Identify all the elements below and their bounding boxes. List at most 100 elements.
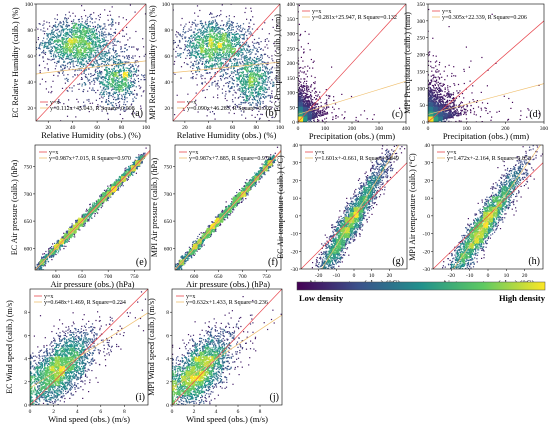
- scatter-point: [239, 67, 241, 69]
- scatter-point: [109, 74, 111, 76]
- scatter-point: [41, 44, 43, 46]
- scatter-point: [76, 34, 78, 36]
- scatter-point: [59, 48, 61, 50]
- scatter-point: [195, 63, 197, 65]
- scatter-point: [120, 98, 122, 100]
- scatter-point: [192, 76, 194, 78]
- scatter-point: [75, 49, 77, 51]
- scatter-point: [253, 63, 255, 65]
- scatter-point: [238, 26, 240, 28]
- scatter-point: [193, 33, 195, 35]
- scatter-point: [94, 37, 96, 39]
- scatter-point: [235, 36, 237, 38]
- scatter-point: [183, 109, 185, 111]
- scatter-point: [136, 93, 138, 95]
- scatter-point: [261, 28, 263, 30]
- scatter-point: [64, 48, 66, 50]
- scatter-point: [88, 25, 90, 27]
- scatter-point: [95, 44, 97, 46]
- scatter-point: [236, 33, 238, 35]
- scatter-point: [71, 45, 73, 47]
- scatter-point: [239, 45, 241, 47]
- scatter-point: [206, 29, 208, 31]
- scatter-point: [246, 70, 248, 72]
- scatter-point: [83, 56, 85, 58]
- scatter-point: [207, 23, 210, 25]
- scatter-point: [94, 70, 96, 72]
- scatter-point: [252, 86, 254, 88]
- scatter-point: [113, 91, 115, 93]
- scatter-point: [210, 77, 212, 79]
- scatter-point: [66, 115, 69, 117]
- scatter-point: [216, 34, 218, 36]
- scatter-point: [254, 74, 256, 76]
- scatter-point: [217, 26, 219, 29]
- scatter-point: [101, 60, 103, 62]
- scatter-point: [210, 41, 213, 43]
- scatter-point: [97, 52, 100, 54]
- scatter-point: [211, 26, 213, 28]
- scatter-point: [231, 21, 233, 23]
- scatter-point: [54, 18, 56, 20]
- scatter-point: [194, 38, 196, 40]
- scatter-point: [217, 58, 219, 60]
- scatter-point: [69, 66, 71, 68]
- scatter-point: [38, 45, 41, 47]
- scatter-point: [99, 32, 101, 34]
- scatter-point: [101, 53, 103, 55]
- scatter-point: [212, 42, 214, 44]
- scatter-point: [221, 28, 223, 30]
- scatter-point: [220, 61, 222, 63]
- scatter-point: [231, 40, 234, 42]
- scatter-point: [238, 69, 240, 71]
- scatter-point: [252, 95, 254, 97]
- scatter-point: [219, 40, 221, 42]
- scatter-point: [216, 83, 218, 85]
- scatter-point: [204, 56, 206, 59]
- scatter-point: [248, 22, 250, 24]
- scatter-point: [180, 35, 182, 37]
- scatter-point: [127, 87, 129, 89]
- scatter-point: [89, 48, 92, 50]
- scatter-point: [38, 65, 40, 67]
- scatter-point: [246, 71, 249, 73]
- scatter-point: [89, 32, 91, 34]
- scatter-point: [83, 39, 85, 41]
- scatter-point: [44, 30, 46, 32]
- scatter-point: [200, 74, 202, 76]
- scatter-point: [248, 70, 250, 72]
- scatter-point: [132, 55, 134, 57]
- scatter-point: [111, 6, 113, 8]
- scatter-point: [123, 101, 125, 103]
- scatter-point: [135, 71, 137, 73]
- scatter-point: [100, 82, 102, 84]
- scatter-point: [64, 61, 66, 63]
- scatter-point: [215, 22, 217, 24]
- scatter-point: [93, 60, 95, 63]
- scatter-point: [268, 40, 270, 42]
- scatter-point: [98, 74, 100, 76]
- scatter-point: [214, 40, 216, 42]
- scatter-point: [234, 60, 236, 62]
- scatter-point: [239, 80, 241, 82]
- scatter-point: [89, 64, 91, 66]
- scatter-point: [211, 51, 213, 53]
- scatter-point: [108, 77, 110, 79]
- scatter-point: [105, 44, 107, 46]
- scatter-point: [127, 85, 129, 87]
- scatter-point: [144, 74, 146, 76]
- scatter-point: [225, 16, 228, 18]
- scatter-point: [91, 44, 93, 46]
- scatter-point: [95, 92, 97, 94]
- scatter-point: [258, 57, 260, 60]
- scatter-point: [208, 49, 210, 51]
- scatter-point: [97, 23, 99, 26]
- scatter-point: [235, 64, 237, 66]
- scatter-point: [142, 75, 144, 77]
- scatter-point: [50, 53, 52, 55]
- scatter-point: [94, 73, 96, 75]
- scatter-point: [243, 78, 245, 80]
- scatter-point: [86, 32, 88, 34]
- scatter-point: [269, 97, 272, 99]
- scatter-point: [55, 50, 58, 52]
